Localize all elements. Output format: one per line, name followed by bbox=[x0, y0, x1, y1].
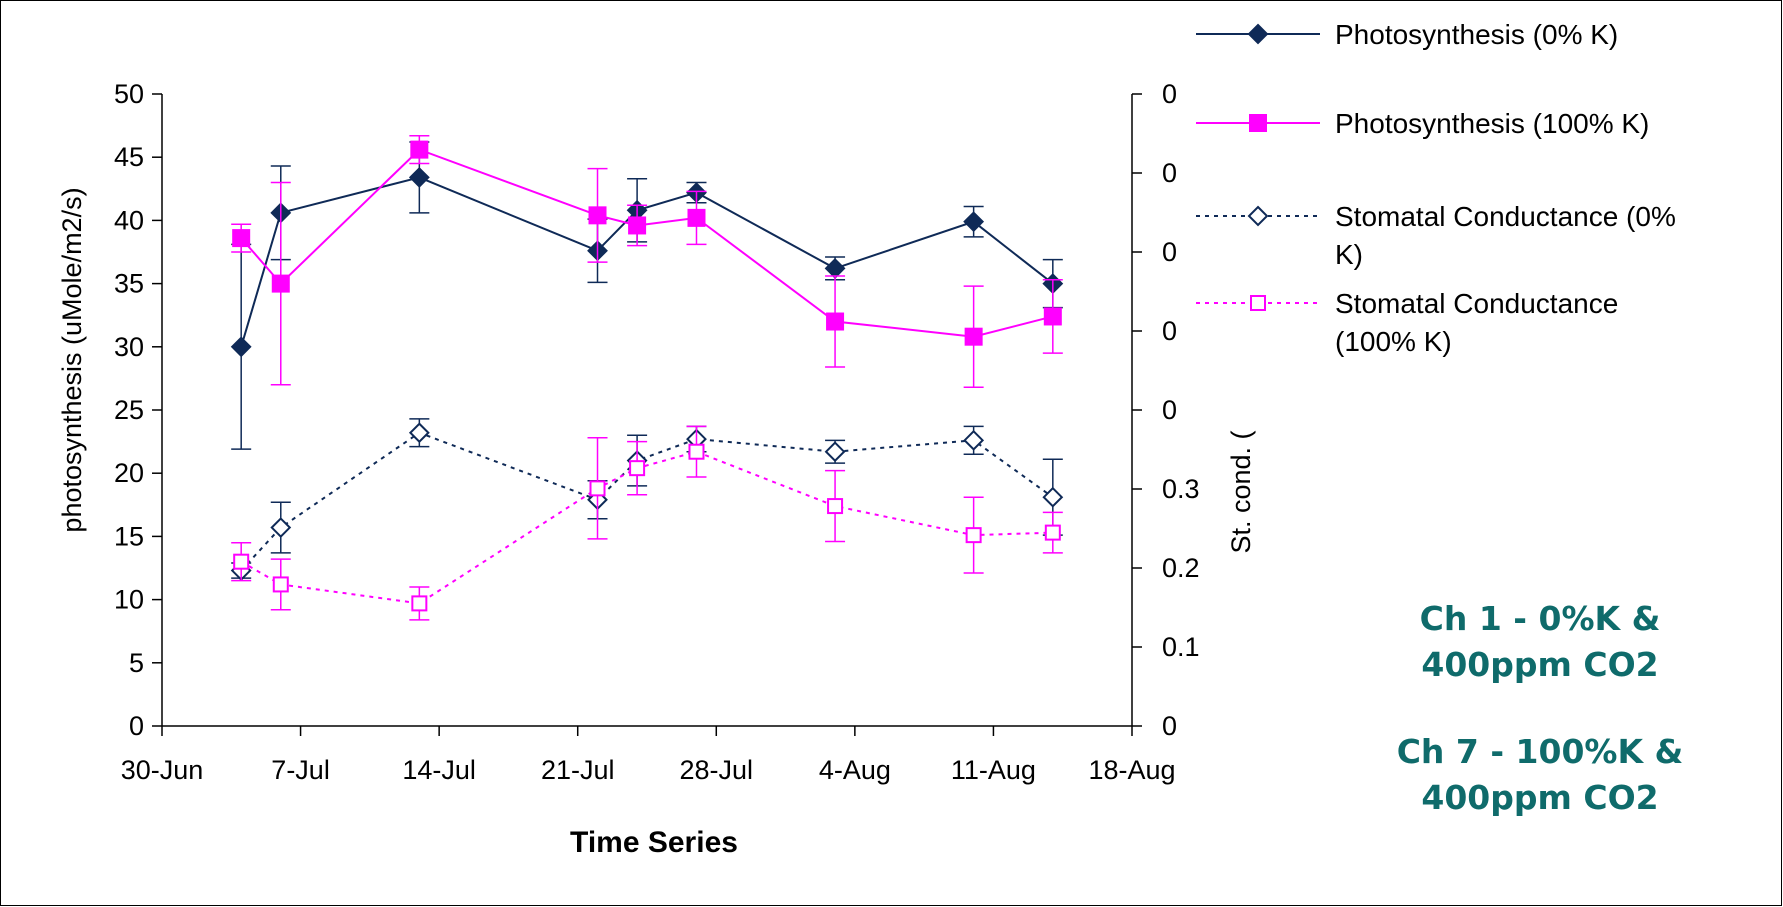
x-tick-label: 18-Aug bbox=[1088, 755, 1175, 785]
y-tick-label: 35 bbox=[114, 269, 144, 299]
data-point bbox=[408, 422, 430, 444]
legend-label: Photosynthesis (100% K) bbox=[1335, 108, 1649, 139]
data-point bbox=[1042, 486, 1064, 508]
series-line bbox=[240, 431, 1054, 572]
y-tick-label: 50 bbox=[114, 79, 144, 109]
data-point bbox=[270, 517, 292, 538]
legend-marker bbox=[1250, 295, 1266, 311]
legend-label: Stomatal Conductance bbox=[1335, 288, 1618, 319]
series-layer bbox=[230, 134, 1064, 621]
legend-entry-2: Photosynthesis (100% K) bbox=[1196, 108, 1649, 139]
data-point bbox=[965, 527, 982, 544]
data-point bbox=[628, 216, 647, 235]
legend-entry-1: Photosynthesis (0% K) bbox=[1196, 19, 1618, 50]
y-tick-label: 15 bbox=[114, 521, 144, 551]
data-point bbox=[826, 312, 845, 331]
x-axis-title: Time Series bbox=[570, 826, 738, 859]
x-tick-label: 28-Jul bbox=[680, 755, 754, 785]
annotation-2-line-1: Ch 7 - 100%K & bbox=[1397, 732, 1684, 771]
y2-tick-label: 0 bbox=[1162, 79, 1177, 109]
legend-marker bbox=[1247, 205, 1269, 227]
data-point bbox=[589, 480, 606, 497]
annotation-block: Ch 1 - 0%K & 400ppm CO2 Ch 7 - 100%K & 4… bbox=[1397, 599, 1684, 817]
data-point bbox=[233, 553, 250, 570]
x-tick-label: 11-Aug bbox=[951, 755, 1036, 785]
legend-marker bbox=[1247, 23, 1269, 45]
data-point bbox=[410, 140, 429, 159]
y2-axis-title: St. cond. ( bbox=[1226, 430, 1256, 553]
y-tick-label: 5 bbox=[129, 648, 144, 678]
series-2 bbox=[231, 134, 1063, 388]
data-point bbox=[408, 167, 430, 188]
x-tick-label: 14-Jul bbox=[402, 755, 476, 785]
data-point bbox=[688, 443, 705, 460]
data-point bbox=[1044, 524, 1061, 541]
y2-tick-label: 0.3 bbox=[1162, 474, 1200, 504]
legend-label: Stomatal Conductance (0% bbox=[1335, 201, 1676, 232]
x-tick-label: 7-Jul bbox=[271, 755, 330, 785]
annotation-1-line-1: Ch 1 - 0%K & bbox=[1420, 599, 1661, 638]
legend-entry-3: Stomatal Conductance (0% K) bbox=[1196, 201, 1676, 270]
data-point bbox=[232, 229, 251, 248]
series-4 bbox=[231, 425, 1063, 621]
data-point bbox=[687, 208, 706, 227]
data-point bbox=[629, 460, 646, 477]
x-tick-label: 21-Jul bbox=[541, 755, 615, 785]
data-point bbox=[827, 498, 844, 515]
legend-entry-4: Stomatal Conductance (100% K) bbox=[1196, 288, 1618, 357]
x-tick-label: 30-Jun bbox=[121, 755, 204, 785]
data-point bbox=[964, 327, 983, 346]
data-point bbox=[272, 576, 289, 593]
data-point bbox=[271, 274, 290, 293]
legend-label: K) bbox=[1335, 239, 1363, 270]
y2-tick-label: 0 bbox=[1162, 395, 1177, 425]
y2-tick-label: 0 bbox=[1162, 711, 1177, 741]
y-tick-label: 0 bbox=[129, 711, 144, 741]
y-tick-label: 20 bbox=[114, 458, 144, 488]
legend-label: Photosynthesis (0% K) bbox=[1335, 19, 1618, 50]
y2-tick-label: 0 bbox=[1162, 316, 1177, 346]
data-point bbox=[963, 211, 985, 233]
data-point bbox=[963, 429, 985, 451]
y2-tick-label: 0 bbox=[1162, 237, 1177, 267]
data-point bbox=[824, 441, 846, 463]
y-tick-label: 30 bbox=[114, 332, 144, 362]
x-tick-label: 4-Aug bbox=[819, 755, 891, 785]
data-point bbox=[1043, 307, 1062, 326]
y2-tick-label: 0.1 bbox=[1162, 632, 1200, 662]
y2-tick-label: 0.2 bbox=[1162, 553, 1200, 583]
y-tick-label: 25 bbox=[114, 395, 144, 425]
axes: 0 5 10 15 20 25 30 35 40 45 50 0 0.1 0.2 0.3 0 0 0 0 0 30-Ju… bbox=[114, 79, 1200, 785]
y-tick-label: 10 bbox=[114, 585, 144, 615]
data-point bbox=[411, 595, 428, 612]
y-tick-label: 40 bbox=[114, 205, 144, 235]
y-axis-title: photosynthesis (uMole/m2/s) bbox=[57, 187, 87, 532]
data-point bbox=[588, 206, 607, 225]
legend-marker bbox=[1249, 114, 1267, 132]
legend: Photosynthesis (0% K) Photosynthesis (100… bbox=[1196, 19, 1676, 357]
annotation-1-line-2: 400ppm CO2 bbox=[1421, 645, 1658, 684]
legend-label: (100% K) bbox=[1335, 326, 1452, 357]
y-tick-label: 45 bbox=[114, 142, 144, 172]
annotation-2-line-2: 400ppm CO2 bbox=[1421, 778, 1658, 817]
data-point bbox=[230, 336, 252, 358]
y2-tick-label: 0 bbox=[1162, 158, 1177, 188]
